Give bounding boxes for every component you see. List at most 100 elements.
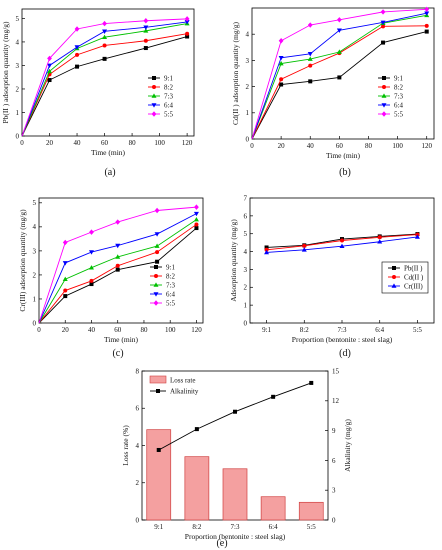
x-tick-label: 80 [140,326,148,334]
x-axis-label: Proportion (bentonite : steel slag) [185,532,286,541]
data-point [184,20,190,25]
chart-panel-5: 0 2 4 6 8 9:1 8:2 7:3 6:4 5:5 Proportion (bentonit… [121,367,352,549]
legend-entry: Cd(II ) [404,274,424,282]
panel-caption: (a) [104,167,115,178]
y2-tick-label: 6 [332,457,336,465]
data-point [75,52,80,57]
data-point [154,232,160,237]
legend-entry: 8:2 [394,84,403,92]
data-point [89,278,94,283]
x-tick-label: 9:1 [262,326,271,334]
y-tick-label: 3 [16,62,20,70]
series-line [251,14,427,140]
data-point [424,29,429,34]
y-tick-label: 1 [244,302,248,310]
data-point [307,22,313,28]
chart-panel-3: 0 1 2 3 4 5 0 20 40 60 80 100 120 Time (min) Cr(III) a… [18,197,204,359]
x-tick-label: 7:3 [231,523,240,531]
y-tick-label: 4 [16,38,20,46]
legend-marker [152,85,156,89]
legend-entry: Alkalinity [170,388,199,396]
legend-entry: 8:2 [164,84,173,92]
data-point [380,9,386,15]
y-tick-label: 3 [33,247,37,255]
data-point [102,20,107,27]
legend-entry: 7:3 [394,93,403,101]
data-point [194,222,199,227]
y-tick-label: 8 [136,367,140,375]
x-tick-label: 0 [37,326,41,334]
data-point [155,250,160,255]
data-point [63,294,68,299]
y-tick-label: 3 [244,266,248,274]
data-point [154,243,160,248]
bar [184,456,210,521]
x-tick-label: 60 [336,142,344,150]
x-tick-label: 40 [307,142,315,150]
data-point [309,380,314,385]
data-point [194,427,199,432]
data-point [115,219,121,225]
y-tick-label: 4 [246,31,250,39]
data-point [62,276,68,282]
legend-marker [153,300,159,306]
data-point [308,63,313,68]
bar [146,429,172,521]
plot-frame [251,7,435,140]
series-line [251,8,427,140]
y-tick-label: 5 [16,15,20,23]
data-point [143,18,149,24]
legend-marker [382,76,386,80]
data-point [424,6,430,13]
data-point [89,229,94,235]
x-axis-label: Proportion (bentonite : steel slag) [292,335,393,344]
data-point [381,24,386,29]
x-tick-label: 100 [154,139,165,147]
legend-entry: 5:5 [164,111,173,119]
data-point [47,68,53,74]
data-point [424,11,430,16]
bar [222,468,248,521]
data-point [88,250,94,255]
x-tick-label: 20 [62,326,70,334]
data-point [89,282,94,287]
series-line [38,227,197,324]
data-point [74,26,80,32]
plot-frame [21,8,195,137]
legend-marker [151,103,157,108]
data-point [115,254,121,259]
y-tick-label: 0 [16,132,20,140]
data-point [115,243,121,249]
data-point [278,38,284,44]
chart-panel-4: 0 1 2 3 4 5 6 7 9:1 8:2 7:3 6:4 5:5 Proportion (bento… [229,194,435,359]
series-line [21,18,188,137]
series-Alkalinity [156,380,314,452]
data-point [194,226,199,231]
y-tick-label: 5 [33,199,37,207]
x-tick-label: 40 [88,326,96,334]
series-9:1 [38,226,199,324]
y-axis-label: Adsorption quantity (mg/g) [229,219,238,302]
legend-marker [154,274,158,278]
legend-marker [381,93,387,98]
series-6:4 [251,11,430,140]
series-line [251,31,427,140]
y-tick-label: 4 [33,223,37,231]
y2-tick-label: 0 [332,516,336,524]
legend-swatch [149,375,167,384]
legend: 9:18:27:36:45:5 [378,75,403,119]
data-point [193,217,199,222]
series-5:5 [38,204,199,324]
data-point [115,267,120,272]
series-line [38,213,197,324]
x-tick-label: 60 [101,139,109,147]
data-point [278,55,284,61]
data-point [381,40,386,45]
y-tick-label: 6 [244,212,248,220]
data-point [279,82,284,87]
y-tick-label: 2 [244,284,248,292]
legend-entry: Loss rate [170,377,195,385]
legend-marker [381,111,387,117]
